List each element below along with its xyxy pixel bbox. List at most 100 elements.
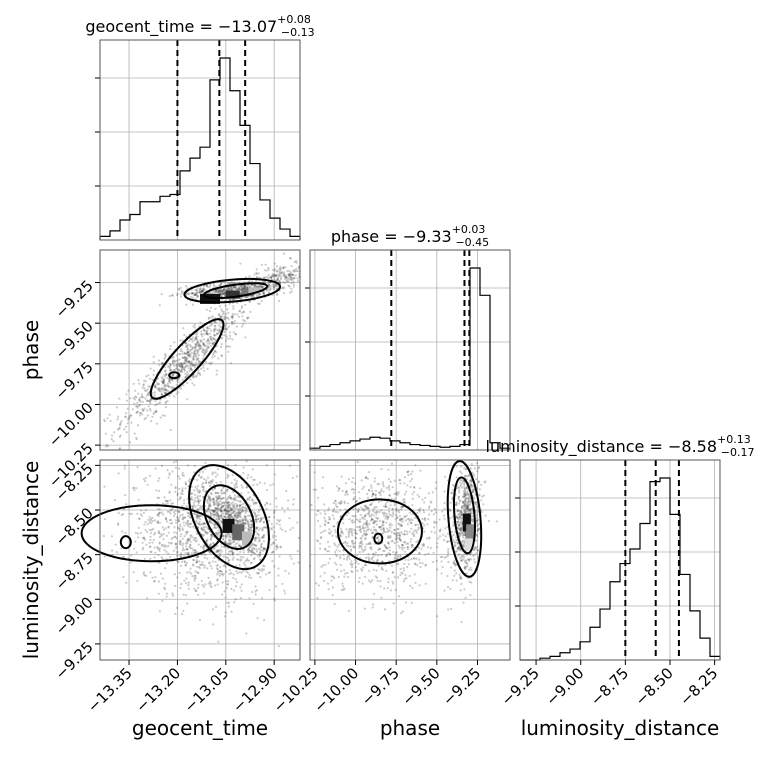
scatter-point [215,289,218,292]
scatter-point [284,275,287,278]
scatter-point [199,373,202,377]
scatter-point [207,346,210,349]
scatter-point [342,553,345,557]
scatter-point [220,316,223,320]
scatter-point [222,555,225,558]
scatter-point [216,333,219,336]
scatter-point [372,514,375,517]
scatter-point [276,546,279,549]
scatter-point [158,387,161,390]
scatter-point [231,312,234,316]
scatter-point [185,374,188,377]
scatter-point [187,350,190,353]
scatter-point [273,473,276,476]
scatter-point [141,541,144,544]
scatter-point [161,414,164,417]
scatter-point [289,555,292,558]
scatter-point [220,570,223,573]
scatter-point [267,284,271,287]
scatter-point [464,489,467,492]
scatter-point [455,501,458,504]
scatter-point [212,337,215,341]
scatter-point [267,281,270,284]
scatter-point [414,524,417,527]
scatter-point [405,577,408,580]
scatter-point [231,338,234,341]
scatter-point [241,315,244,318]
scatter-point [320,536,323,539]
scatter-point [273,262,276,265]
scatter-point [439,535,442,538]
scatter-point [252,478,255,481]
scatter-point [193,339,196,342]
scatter-point [220,572,223,576]
scatter-point [399,554,402,557]
scatter-point [290,273,293,276]
scatter-point [164,353,167,356]
scatter-point [275,265,279,268]
scatter-point [342,522,345,525]
scatter-point [200,287,203,290]
scatter-point [225,536,228,539]
scatter-point [179,586,182,590]
scatter-point [224,580,227,583]
scatter-point [251,498,254,501]
scatter-point [239,297,242,300]
scatter-point [239,285,242,288]
scatter-point [444,535,447,538]
scatter-point [202,592,206,595]
scatter-point [473,467,476,470]
scatter-point [171,387,174,390]
scatter-point [197,349,200,352]
scatter-point [219,293,222,296]
scatter-point [235,286,238,289]
scatter-point [376,483,379,486]
scatter-point [106,417,109,420]
scatter-point [257,534,261,537]
scatter-point [279,267,282,270]
scatter-point [205,308,208,311]
scatter-point [157,402,160,405]
scatter-point [160,393,163,396]
scatter-point [153,385,156,388]
scatter-point [430,510,433,513]
scatter-point [362,533,366,536]
scatter-point [421,522,424,525]
scatter-point [173,512,177,516]
scatter-point [422,545,425,548]
scatter-point [373,480,376,483]
scatter-point [136,411,139,414]
scatter-point [183,368,186,371]
scatter-point [212,284,215,287]
scatter-point [136,579,139,583]
scatter-point [195,291,198,294]
scatter-point [476,462,479,465]
scatter-point [361,566,365,569]
scatter-point [162,382,165,385]
scatter-point [281,507,284,510]
scatter-point [364,545,367,549]
scatter-point [172,369,176,372]
scatter-point [228,282,231,285]
scatter-point [166,520,169,523]
scatter-point [216,533,219,537]
scatter-point [403,476,407,479]
scatter-point [146,530,149,534]
scatter-point [215,527,218,530]
scatter-point [221,492,224,495]
scatter-point [135,436,138,439]
scatter-point [196,555,199,558]
scatter-point [151,520,154,523]
scatter-point [201,553,204,556]
scatter-point [167,544,170,548]
scatter-point [271,559,274,563]
scatter-point [204,348,207,351]
scatter-point [264,503,267,507]
scatter-point [189,537,192,540]
scatter-point [281,528,284,532]
scatter-point [411,586,414,590]
scatter-point [250,284,253,287]
scatter-point [248,275,251,278]
scatter-point [275,548,278,551]
scatter-point [323,516,326,519]
